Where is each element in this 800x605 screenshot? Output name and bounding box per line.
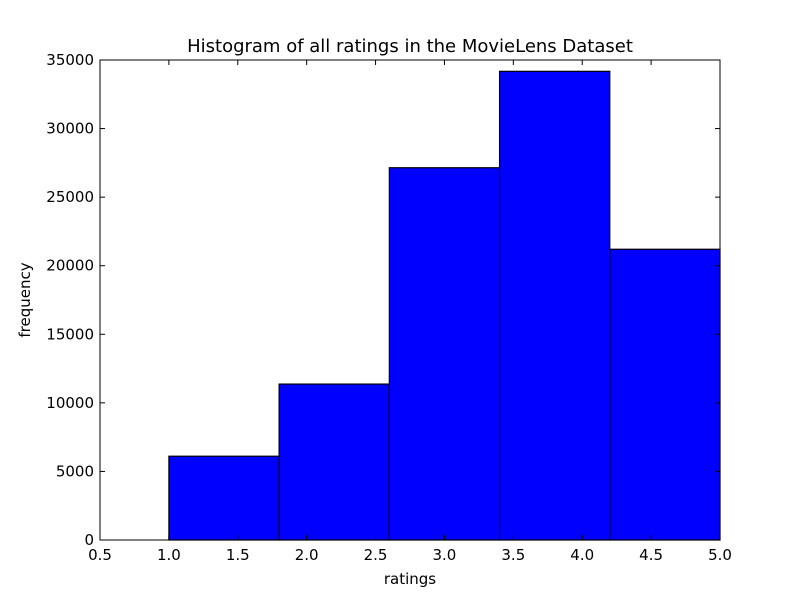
y-tick-label: 0 (84, 531, 94, 549)
x-tick-label: 0.5 (88, 546, 112, 564)
histogram-bar-5 (609, 248, 721, 541)
x-tick-label: 2.0 (295, 546, 319, 564)
bars-group (168, 70, 721, 541)
y-tick-label: 5000 (56, 462, 94, 480)
x-tick-label: 3.5 (501, 546, 525, 564)
y-axis-label: frequency (16, 262, 34, 337)
x-tick-label: 1.5 (226, 546, 250, 564)
y-tick-label: 35000 (46, 51, 94, 69)
x-tick-label: 5.0 (708, 546, 732, 564)
x-axis-label: ratings (384, 570, 436, 588)
x-tick-label: 4.5 (639, 546, 663, 564)
histogram-bar-1 (168, 455, 280, 541)
y-tick-label: 10000 (46, 394, 94, 412)
x-tick-label: 1.0 (157, 546, 181, 564)
y-tick-label: 30000 (46, 120, 94, 138)
histogram-bar-2 (278, 383, 390, 541)
histogram-bar-3 (388, 167, 501, 541)
y-tick-label: 25000 (46, 188, 94, 206)
x-tick-label: 3.0 (433, 546, 457, 564)
plot-frame (99, 59, 721, 541)
x-tick-label: 2.5 (364, 546, 388, 564)
histogram-bar-4 (498, 70, 611, 541)
ticks-group: 0.5 1.0 1.5 2.0 2.5 3.0 3.5 4.0 4.5 5.0 0 5000 10000… (46, 51, 732, 564)
y-tick-label: 20000 (46, 257, 94, 275)
chart-title: Histogram of all ratings in the MovieLen… (187, 36, 633, 57)
y-tick-label: 15000 (46, 325, 94, 343)
x-tick-label: 4.0 (570, 546, 594, 564)
